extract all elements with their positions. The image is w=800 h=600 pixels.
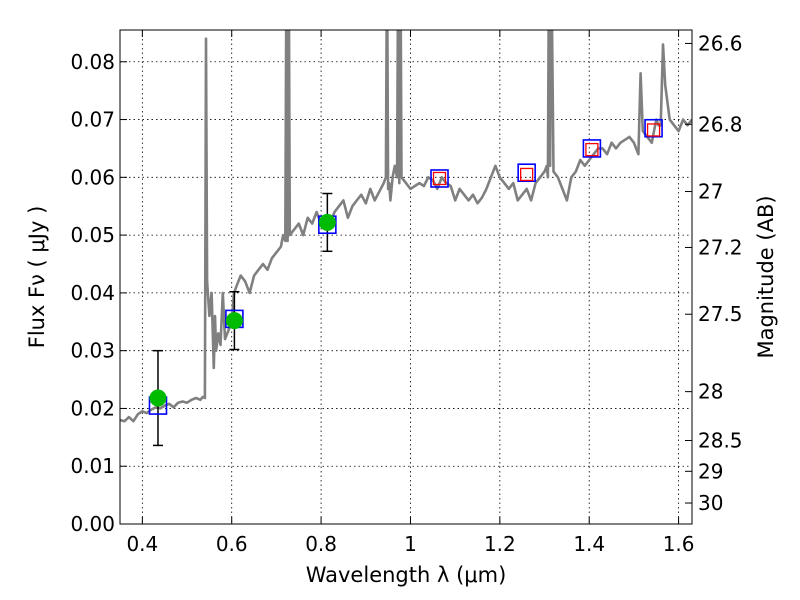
right-tick-label: 26.6 [698, 31, 743, 55]
x-tick-label: 1.2 [484, 532, 516, 556]
x-tick-label: 1.4 [573, 532, 605, 556]
observed-ir-marker [520, 167, 534, 182]
y-tick-label: 0.08 [70, 50, 115, 74]
right-tick-label: 27.5 [698, 302, 743, 326]
x-axis-label: Wavelength λ (μm) [306, 563, 507, 587]
observed-detection-marker [318, 213, 336, 231]
x-tick-label: 1 [404, 532, 417, 556]
model-photometry-marker [644, 118, 663, 138]
series [120, 30, 692, 447]
model-photometry-marker [430, 169, 449, 188]
x-tick-label: 0.4 [126, 532, 158, 556]
observed-detection-marker [149, 389, 167, 407]
right-tick-label: 29 [698, 459, 723, 483]
observed-ir-marker [432, 171, 447, 186]
right-tick-label: 27.2 [698, 235, 743, 259]
observed-detection-marker [225, 312, 243, 330]
y-tick-label: 0.05 [70, 223, 115, 247]
right-tick-label: 30 [698, 491, 723, 515]
model-photometry-marker [582, 139, 602, 158]
y-tick-label: 0.00 [70, 512, 115, 536]
x-tick-label: 0.6 [216, 532, 248, 556]
right-tick-label: 28 [698, 380, 723, 404]
x-tick-label: 1.6 [663, 532, 695, 556]
plot-frame [119, 29, 693, 525]
y-tick-label: 0.06 [70, 165, 115, 189]
observed-ir-marker [646, 123, 661, 137]
right-tick-label: 26.8 [698, 112, 743, 136]
y-tick-label: 0.01 [70, 454, 115, 478]
ticks: 0.4 0.6 0.8 1 1.2 1.4 1.6 0.00 0.01 0.02 0.03 0.04 0… [70, 30, 743, 556]
y-tick-label: 0.02 [70, 396, 115, 420]
sed-model-line [120, 30, 692, 423]
right-tick-label: 27 [698, 180, 723, 204]
observed-ir-marker [585, 142, 599, 157]
y-tick-label: 0.07 [70, 108, 115, 132]
y-tick-label: 0.03 [70, 339, 115, 363]
y-right-axis-label: Magnitude (AB) [754, 195, 778, 358]
model-photometry-marker [517, 163, 536, 183]
y-axis-label: Flux Fν ( μJy ) [25, 206, 49, 349]
y-tick-label: 0.04 [70, 281, 115, 305]
right-tick-label: 28.5 [698, 428, 743, 452]
x-tick-label: 0.8 [305, 532, 337, 556]
